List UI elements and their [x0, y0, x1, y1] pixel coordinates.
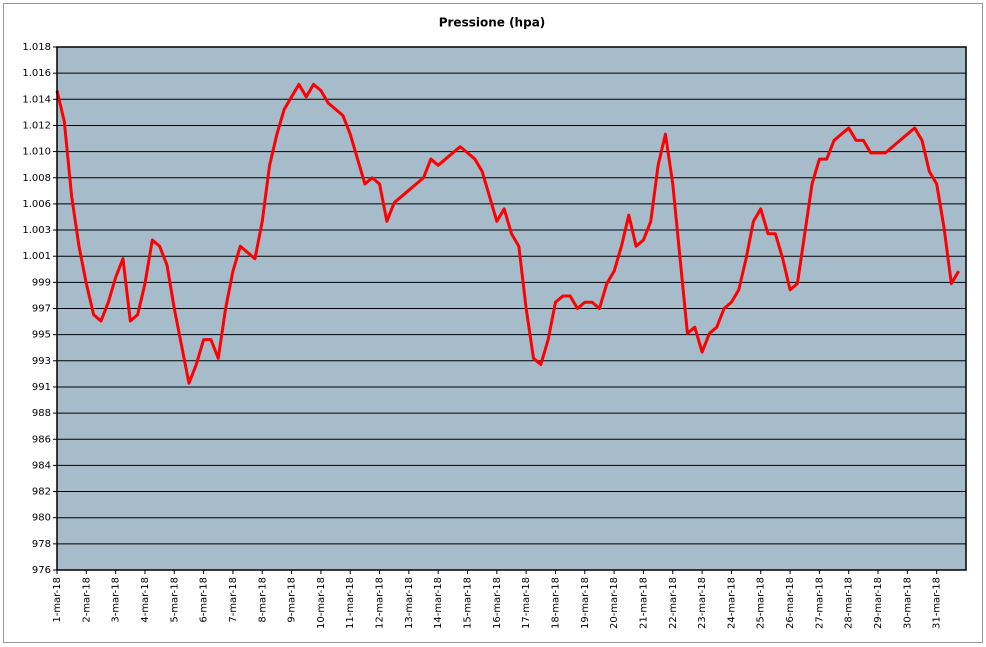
x-tick-label: 2-mar-18: [81, 577, 92, 623]
y-tick-label: 999: [32, 277, 51, 288]
x-tick-label: 23-mar-18: [697, 577, 708, 629]
x-tick-label: 5-mar-18: [169, 577, 180, 623]
x-tick-label: 17-mar-18: [521, 577, 532, 629]
x-tick-label: 25-mar-18: [756, 577, 767, 629]
x-tick-label: 1-mar-18: [52, 577, 63, 623]
y-tick-label: 978: [32, 539, 51, 550]
y-tick-label: 976: [32, 565, 51, 576]
x-tick-label: 26-mar-18: [785, 577, 796, 629]
x-tick-label: 31-mar-18: [932, 577, 943, 629]
y-tick-label: 1.006: [22, 199, 51, 210]
y-tick-label: 993: [32, 356, 51, 367]
x-tick-label: 16-mar-18: [492, 577, 503, 629]
x-tick-label: 11-mar-18: [345, 577, 356, 629]
x-tick-label: 20-mar-18: [609, 577, 620, 629]
x-tick-label: 27-mar-18: [814, 577, 825, 629]
y-tick-label: 988: [32, 408, 51, 419]
x-tick-label: 24-mar-18: [726, 577, 737, 629]
data-line: [55, 82, 960, 385]
y-tick-label: 1.016: [22, 68, 51, 79]
x-tick-label: 15-mar-18: [463, 577, 474, 629]
x-tick-label: 6-mar-18: [199, 577, 210, 623]
y-tick-label: 997: [32, 304, 51, 315]
y-tick-label: 1.001: [22, 251, 51, 262]
y-tick-label: 1.014: [22, 94, 51, 105]
y-tick-label: 1.012: [22, 120, 51, 131]
chart-title: Pressione (hpa): [439, 16, 546, 30]
y-tick-label: 991: [32, 382, 51, 393]
y-tick-label: 986: [32, 434, 51, 445]
x-tick-label: 9-mar-18: [287, 577, 298, 623]
x-tick-label: 30-mar-18: [902, 577, 913, 629]
y-tick-label: 995: [32, 330, 51, 341]
x-tick-label: 10-mar-18: [316, 577, 327, 629]
x-tick-label: 12-mar-18: [375, 577, 386, 629]
y-tick-label: 1.018: [22, 42, 51, 53]
y-tick-label: 1.010: [22, 147, 51, 158]
x-tick-label: 8-mar-18: [257, 577, 268, 623]
x-tick-label: 18-mar-18: [550, 577, 561, 629]
x-tick-label: 19-mar-18: [580, 577, 591, 629]
x-tick-label: 4-mar-18: [140, 577, 151, 623]
y-tick-label: 1.003: [22, 225, 51, 236]
x-tick-label: 3-mar-18: [111, 577, 122, 623]
x-tick-label: 21-mar-18: [638, 577, 649, 629]
x-tick-label: 13-mar-18: [404, 577, 415, 629]
x-tick-label: 29-mar-18: [873, 577, 884, 629]
y-tick-label: 984: [32, 460, 51, 471]
x-tick-label: 28-mar-18: [844, 577, 855, 629]
x-tick-label: 7-mar-18: [228, 577, 239, 623]
y-tick-label: 1.008: [22, 173, 51, 184]
x-tick-label: 14-mar-18: [433, 577, 444, 629]
y-tick-label: 980: [32, 513, 51, 524]
x-tick-label: 22-mar-18: [668, 577, 679, 629]
y-tick-label: 982: [32, 487, 51, 498]
plot-border: [56, 46, 967, 571]
